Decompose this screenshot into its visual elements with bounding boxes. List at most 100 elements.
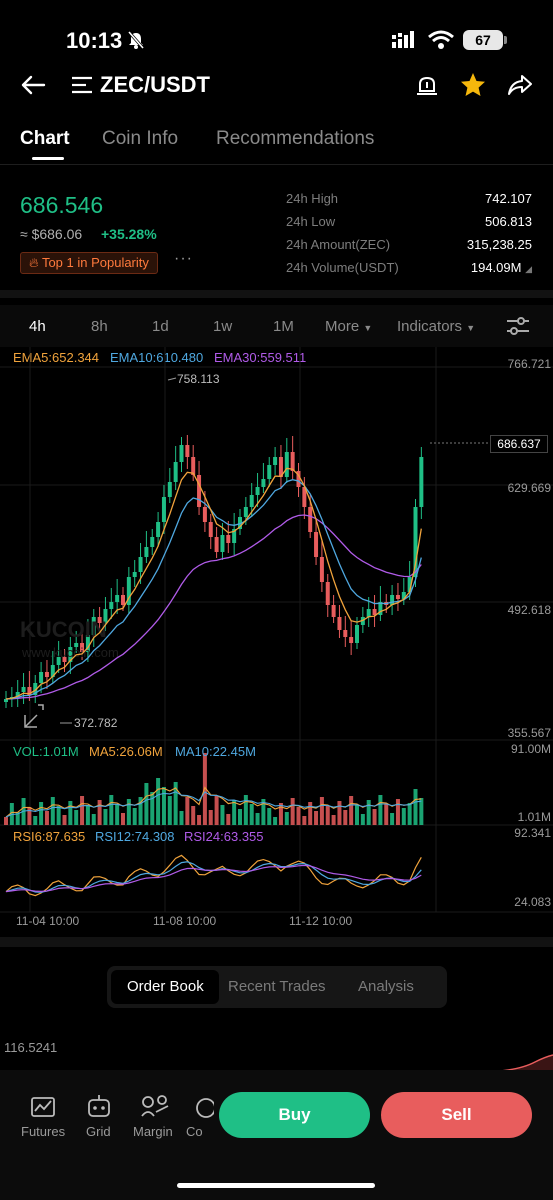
x-axis-label: 11-08 10:00 bbox=[153, 914, 217, 928]
candle bbox=[343, 630, 348, 637]
candle bbox=[15, 692, 20, 697]
chart-settings-icon[interactable] bbox=[506, 316, 530, 336]
volume-bar bbox=[62, 815, 67, 825]
pair-title[interactable]: ZEC/USDT bbox=[100, 72, 210, 97]
copy-trading-icon[interactable] bbox=[192, 1096, 214, 1120]
grid-bot-icon[interactable] bbox=[85, 1094, 113, 1120]
timeframe-bar bbox=[0, 305, 553, 347]
candle bbox=[267, 465, 272, 479]
candle bbox=[185, 445, 190, 457]
tab-chart[interactable]: Chart bbox=[20, 128, 70, 149]
timeframe-1w[interactable]: 1w bbox=[213, 318, 233, 335]
timeframe-1m[interactable]: 1M bbox=[273, 318, 294, 335]
tab-coin-info[interactable]: Coin Info bbox=[102, 128, 179, 149]
candle bbox=[103, 609, 108, 623]
legend-ema5: EMA5:652.344 bbox=[13, 350, 100, 365]
volume-bar bbox=[185, 797, 190, 825]
rsi-axis-max: 92.341 bbox=[514, 826, 551, 840]
share-icon[interactable] bbox=[507, 73, 533, 97]
volume-bar bbox=[167, 796, 172, 825]
timeframe-more-dropdown[interactable]: More ▼ bbox=[325, 318, 372, 335]
candle bbox=[91, 617, 96, 635]
stat-value-24h-volume[interactable]: 194.09M ◢ bbox=[471, 260, 532, 275]
timeframe-8h[interactable]: 8h bbox=[91, 318, 108, 335]
volume-bar bbox=[109, 795, 114, 825]
nav-futures-label[interactable]: Futures bbox=[21, 1124, 66, 1139]
legend-rsi12: RSI12:74.308 bbox=[95, 829, 175, 844]
volume-bar bbox=[261, 799, 266, 825]
cellular-signal-icon bbox=[392, 31, 414, 48]
volume-bar bbox=[232, 800, 237, 825]
popularity-badge[interactable]: 🔥︎ Top 1 in Popularity bbox=[20, 252, 158, 274]
candle bbox=[395, 595, 400, 599]
price-usd: ≈ $686.06 bbox=[20, 226, 83, 242]
sell-button[interactable]: Sell bbox=[381, 1092, 532, 1138]
candle bbox=[413, 507, 418, 577]
candle bbox=[243, 507, 248, 517]
tab-order-book[interactable]: Order Book bbox=[127, 978, 204, 995]
candle bbox=[255, 487, 260, 495]
legend-ema10: EMA10:610.480 bbox=[110, 350, 204, 365]
volume-bar bbox=[191, 806, 196, 825]
tab-recommendations[interactable]: Recommendations bbox=[216, 128, 375, 149]
volume-bar bbox=[378, 795, 383, 825]
tab-analysis[interactable]: Analysis bbox=[358, 978, 414, 995]
volume-bar bbox=[132, 808, 137, 825]
candle bbox=[39, 672, 44, 683]
price-alert-icon[interactable] bbox=[415, 73, 439, 97]
candle bbox=[150, 537, 155, 547]
tab-recent-trades[interactable]: Recent Trades bbox=[228, 978, 326, 995]
candles-group bbox=[4, 435, 424, 708]
price-chart[interactable]: KUCOIN www.kucoin.com 758.113 372.782 bbox=[0, 347, 553, 937]
timeframe-4h[interactable]: 4h bbox=[29, 318, 46, 335]
candle bbox=[226, 535, 231, 543]
x-axis-label: 11-04 10:00 bbox=[16, 914, 80, 928]
volume-bar bbox=[97, 800, 102, 825]
futures-icon[interactable] bbox=[30, 1096, 56, 1120]
timeframe-1d[interactable]: 1d bbox=[152, 318, 169, 335]
margin-icon[interactable] bbox=[140, 1094, 170, 1120]
price-change: +35.28% bbox=[101, 226, 157, 242]
nav-margin-label[interactable]: Margin bbox=[133, 1124, 173, 1139]
volume-bar bbox=[220, 805, 225, 825]
buy-button[interactable]: Buy bbox=[219, 1092, 370, 1138]
candle bbox=[80, 643, 85, 652]
more-options-icon[interactable]: ··· bbox=[174, 250, 193, 267]
candle bbox=[4, 699, 8, 702]
candle bbox=[331, 605, 336, 617]
nav-grid-label[interactable]: Grid bbox=[86, 1124, 111, 1139]
candle bbox=[349, 637, 354, 643]
candle bbox=[132, 572, 137, 577]
volume-bar bbox=[126, 799, 131, 825]
volume-bar bbox=[33, 816, 38, 825]
section-separator bbox=[0, 290, 553, 298]
back-arrow-icon[interactable] bbox=[20, 74, 46, 96]
volume-bar bbox=[372, 809, 377, 825]
last-price-tag: 686.637 bbox=[490, 435, 548, 453]
volume-bar bbox=[161, 787, 166, 825]
rsi-axis-min: 24.083 bbox=[514, 895, 551, 909]
status-time: 10:13 bbox=[66, 28, 123, 53]
candle bbox=[337, 617, 342, 630]
volume-bar bbox=[15, 812, 20, 825]
volume-bar bbox=[349, 796, 354, 825]
home-indicator bbox=[177, 1183, 375, 1188]
stat-value-24h-volume-text: 194.09M bbox=[470, 260, 522, 275]
mute-bell-icon bbox=[127, 31, 145, 49]
candle bbox=[319, 557, 324, 582]
candle bbox=[220, 535, 225, 552]
candle bbox=[167, 482, 172, 497]
candle bbox=[121, 595, 125, 605]
pair-menu-icon[interactable] bbox=[72, 76, 94, 94]
indicators-label: Indicators bbox=[397, 318, 463, 335]
volume-caret-icon: ◢ bbox=[525, 264, 532, 274]
candle bbox=[197, 475, 202, 507]
fullscreen-icon[interactable] bbox=[24, 704, 44, 728]
volume-bar bbox=[401, 808, 406, 825]
nav-copy-label[interactable]: Co bbox=[186, 1124, 203, 1139]
candle bbox=[33, 683, 38, 695]
volume-bar bbox=[121, 813, 125, 825]
indicators-dropdown[interactable]: Indicators ▼ bbox=[397, 318, 475, 335]
favorite-star-icon[interactable] bbox=[460, 72, 486, 98]
volume-ma5-line bbox=[5, 786, 422, 818]
